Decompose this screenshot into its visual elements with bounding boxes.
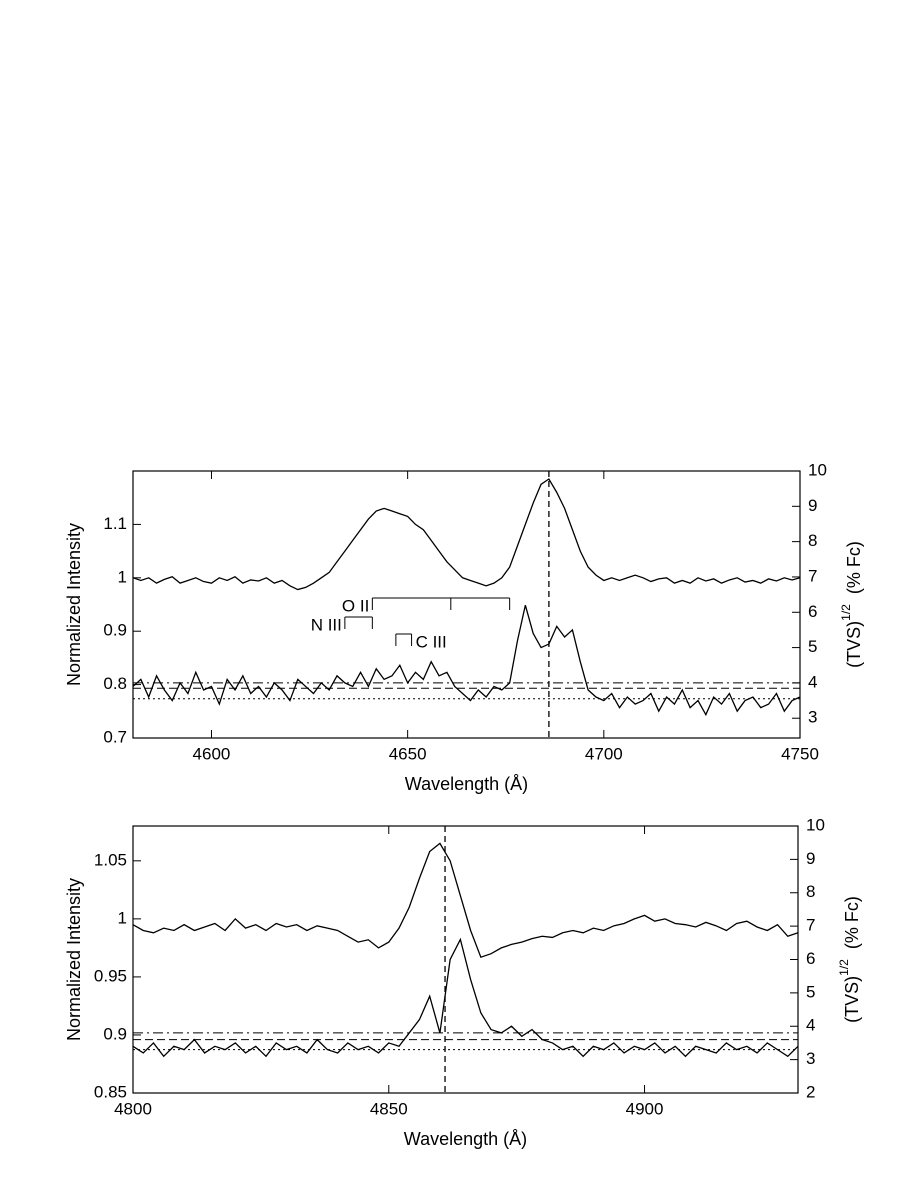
y-tick-label: 0.7 xyxy=(103,727,127,746)
y2-tick-label: 6 xyxy=(806,949,815,968)
y-axis-label: Normalized Intensity xyxy=(64,878,84,1041)
y-tick-label: 1 xyxy=(118,908,127,927)
y2-tick-label: 10 xyxy=(808,460,827,479)
y-tick-label: 0.85 xyxy=(94,1082,127,1101)
y2-tick-label: 6 xyxy=(808,602,817,621)
y-tick-label: 0.95 xyxy=(94,966,127,985)
x-tick-label: 4600 xyxy=(193,744,231,763)
x-tick-label: 4850 xyxy=(370,1099,408,1118)
y2-tick-label: 9 xyxy=(808,496,817,515)
y2-tick-label: 9 xyxy=(806,849,815,868)
line-label: O II xyxy=(342,596,369,615)
x-tick-label: 4800 xyxy=(114,1099,152,1118)
spectrum-line xyxy=(132,842,799,958)
panel: 4600 4650 4700 4750 0.7 0.8 0.9 1 1.1 3 4 5 6 7 8 9 10 Wa… xyxy=(64,460,864,793)
line-label: N III xyxy=(311,615,342,634)
y2-tick-label: 7 xyxy=(808,566,817,585)
y2-label-base: (TVS) xyxy=(842,976,862,1023)
x-tick-label: 4750 xyxy=(781,744,819,763)
x-axis-label: Wavelength (Å) xyxy=(404,1129,527,1149)
y2-tick-label: 3 xyxy=(806,1049,815,1068)
y2-axis-label: (TVS)1/2 (% Fc) xyxy=(839,541,864,668)
y-tick-label: 1.05 xyxy=(94,850,127,869)
y-tick-label: 1 xyxy=(118,567,127,586)
y2-label-sup: 1/2 xyxy=(839,604,853,621)
y2-tick-label: 8 xyxy=(806,882,815,901)
plot-frame xyxy=(132,470,801,739)
y-tick-label: 0.8 xyxy=(103,674,127,693)
tvs-line xyxy=(132,937,799,1058)
y2-label-unit: (% Fc) xyxy=(844,541,864,594)
y-tick-label: 0.9 xyxy=(103,621,127,640)
y2-tick-label: 10 xyxy=(806,815,825,834)
y-tick-label: 0.9 xyxy=(103,1024,127,1043)
y2-tick-label: 4 xyxy=(808,672,817,691)
y2-tick-label: 8 xyxy=(808,531,817,550)
y2-tick-label: 4 xyxy=(806,1016,815,1035)
x-axis-label: Wavelength (Å) xyxy=(405,774,528,794)
y2-tick-label: 5 xyxy=(806,982,815,1001)
y2-tick-label: 5 xyxy=(808,637,817,656)
tvs-line xyxy=(132,605,801,717)
y2-tick-label: 2 xyxy=(806,1082,815,1101)
x-tick-label: 4900 xyxy=(626,1099,664,1118)
y2-label-sup: 1/2 xyxy=(837,959,851,976)
y2-label-unit: (% Fc) xyxy=(842,896,862,949)
y2-tick-label: 7 xyxy=(806,916,815,935)
y2-label-base: (TVS) xyxy=(844,621,864,668)
spectrum-line xyxy=(132,478,801,591)
panel: 4800 4850 4900 0.85 0.9 0.95 1 1.05 2 3 4 5 6 7 8 9 10 Wa… xyxy=(64,815,862,1148)
y-axis-label: Normalized Intensity xyxy=(64,523,84,686)
line-label: C III xyxy=(416,632,447,651)
x-tick-label: 4650 xyxy=(389,744,427,763)
y2-tick-label: 3 xyxy=(808,708,817,727)
x-tick-label: 4700 xyxy=(585,744,623,763)
y2-axis-label: (TVS)1/2 (% Fc) xyxy=(837,896,862,1023)
y-tick-label: 1.1 xyxy=(103,514,127,533)
